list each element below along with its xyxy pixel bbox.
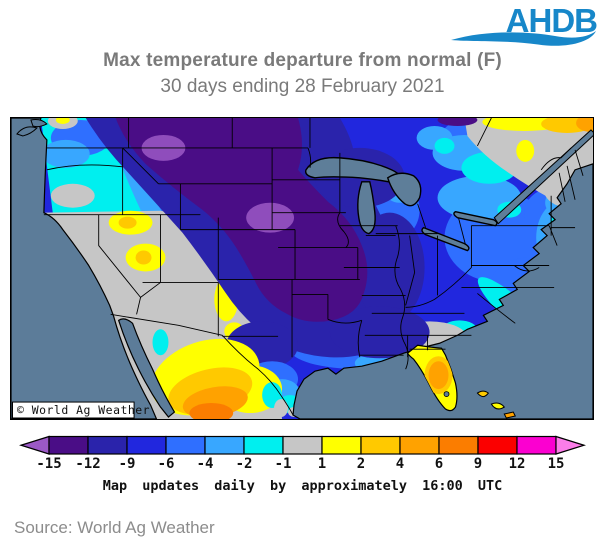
colorbar-segment [438,435,479,455]
colorbar-tick: -9 [118,456,136,472]
watermark-text: © World Ag Weather [17,403,150,417]
colorbar-tick: -2 [235,456,253,472]
source-attribution: Source: World Ag Weather [14,518,215,537]
colorbar-segment [282,435,323,455]
page-title: Max temperature departure from normal (F… [103,50,502,71]
colorbar-tick: 12 [508,456,526,472]
colorbar-segment [243,435,284,455]
lake-michigan [357,181,376,235]
us-temperature-anomaly-map: © World Ag Weather [11,118,593,419]
colorbar-tick: -1 [274,456,292,472]
colorbar-tick: 1 [317,456,327,472]
colorbar-tick: 4 [395,456,405,472]
colorbar-segment [87,435,128,455]
colorbar-tick: 6 [434,456,444,472]
anomaly-field [11,118,593,419]
st-lawrence-river [493,129,593,225]
color-scale-ticks: -15 -12 -9 -6 -4 -2 -1 1 2 4 6 9 12 15 [19,456,586,474]
scale-arrow-left [19,435,50,455]
ahdb-logo-swoosh [451,31,596,46]
map-watermark: © World Ag Weather [11,401,150,419]
lake-huron [386,172,422,207]
state-borders [43,118,584,416]
florida-peninsula [406,344,458,412]
anomaly-map-frame: © World Ag Weather [10,117,594,420]
colorbar-segment [477,435,518,455]
colorbar-segment [126,435,167,455]
ahdb-logo: AHDB [451,3,597,46]
colorbar-segment [516,435,557,455]
gulf-of-california [117,318,176,418]
color-scale-block: -15 -12 -9 -6 -4 -2 -1 1 2 4 6 9 12 15 Map updates da… [19,435,586,497]
colorbar-segment [399,435,440,455]
ocean [11,118,593,419]
colorbar-tick: 9 [473,456,483,472]
colorbar-segment [321,435,362,455]
update-caption: Map updates daily by approximately 16:00… [102,478,503,494]
color-scale-bar [19,435,586,455]
colorbar-tick: -6 [157,456,175,472]
colorbar-segment [204,435,245,455]
colorbar-tick: -12 [75,456,101,472]
colorbar-segment [48,435,89,455]
atlantic-and-gulf-of-mexico [292,163,593,419]
colorbar-tick: 2 [356,456,366,472]
colorbar-tick: -4 [196,456,214,472]
colorbar-segment [165,435,206,455]
colorbar-segment [360,435,401,455]
scale-arrow-right [555,435,586,455]
colorbar-tick: 15 [547,456,565,472]
colorbar-tick: -15 [36,456,62,472]
page-subtitle: 30 days ending 28 February 2021 [160,76,445,97]
islands [16,118,516,419]
